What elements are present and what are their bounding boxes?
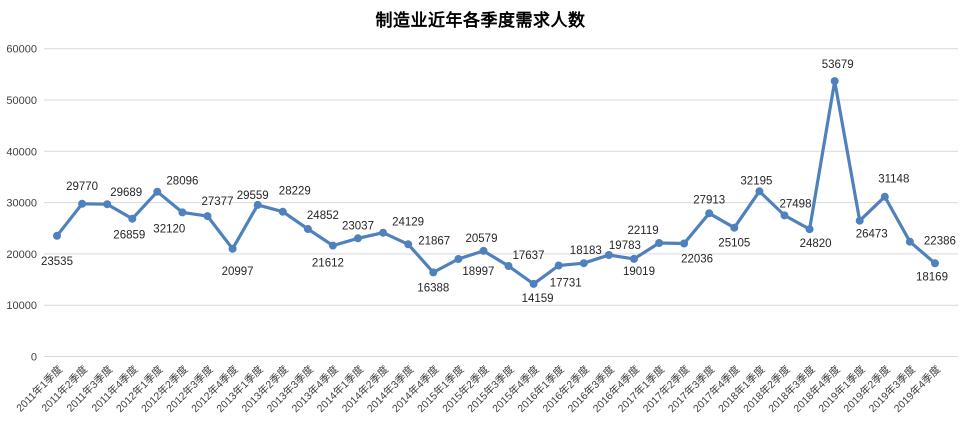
data-label: 20997	[222, 266, 254, 278]
data-point-marker	[554, 261, 563, 270]
data-point-marker	[805, 225, 814, 234]
y-axis-tick-label: 60000	[6, 44, 37, 56]
data-label: 27498	[780, 198, 812, 210]
data-point-marker	[253, 200, 262, 209]
data-point-marker	[128, 214, 137, 223]
data-label: 19783	[609, 240, 641, 252]
data-label: 24129	[392, 217, 424, 229]
data-point-marker	[755, 187, 764, 196]
data-point-marker	[203, 212, 212, 221]
data-label: 26473	[856, 229, 888, 241]
data-label: 25105	[718, 238, 750, 250]
data-label: 23535	[41, 256, 73, 268]
data-point-marker	[730, 223, 739, 232]
data-label: 22386	[924, 236, 956, 248]
data-point-marker	[379, 228, 388, 237]
data-point-marker	[429, 268, 438, 277]
data-point-marker	[178, 208, 187, 217]
y-axis-tick-label: 30000	[6, 198, 37, 210]
data-label: 32120	[153, 224, 185, 236]
data-label: 32195	[740, 175, 772, 187]
data-label: 23037	[342, 220, 374, 232]
data-label: 19019	[623, 266, 655, 278]
data-label: 29689	[110, 187, 142, 199]
data-label: 28229	[279, 186, 311, 198]
data-point-marker	[931, 259, 939, 268]
data-point-marker	[705, 209, 714, 218]
data-point-marker	[454, 255, 463, 263]
data-point-marker	[579, 259, 588, 268]
data-label: 20579	[466, 233, 498, 245]
data-point-marker	[504, 262, 513, 270]
data-label: 22036	[681, 254, 713, 266]
data-label: 24852	[307, 210, 339, 222]
data-point-marker	[830, 77, 839, 86]
data-label: 22119	[628, 225, 659, 237]
data-point-marker	[655, 239, 664, 247]
y-axis-tick-label: 10000	[6, 300, 37, 312]
data-label: 53679	[822, 59, 854, 71]
data-label: 14159	[522, 293, 554, 305]
data-point-marker	[604, 251, 613, 259]
data-point-marker	[880, 192, 889, 201]
data-label: 24820	[800, 238, 832, 250]
data-point-marker	[53, 231, 61, 240]
data-point-marker	[78, 199, 87, 208]
chart-title: 制造业近年各季度需求人数	[375, 11, 586, 30]
y-axis-tick-label: 0	[31, 352, 37, 364]
data-point-marker	[479, 246, 488, 255]
data-point-marker	[529, 279, 538, 288]
data-label: 27913	[693, 194, 725, 206]
data-point-marker	[328, 241, 337, 250]
data-label: 18169	[916, 271, 948, 283]
data-label: 31148	[878, 174, 909, 186]
series-line	[55, 79, 937, 286]
data-label: 18997	[462, 266, 494, 278]
data-point-marker	[228, 244, 237, 253]
data-label: 17637	[513, 250, 545, 262]
data-point-marker	[354, 234, 362, 243]
data-label: 29559	[237, 190, 269, 202]
data-label: 28096	[166, 175, 198, 187]
y-axis-tick-label: 50000	[6, 95, 37, 107]
data-point-marker	[780, 211, 789, 220]
data-point-marker	[905, 237, 914, 246]
data-label: 21612	[312, 258, 344, 270]
data-point-marker	[630, 254, 638, 263]
data-point-marker	[855, 216, 864, 225]
data-label: 26859	[113, 230, 145, 242]
data-label: 29770	[66, 181, 98, 193]
data-label: 16388	[417, 282, 449, 294]
data-point-marker	[103, 200, 112, 209]
data-label: 27377	[202, 196, 234, 208]
y-axis-tick-label: 20000	[6, 249, 37, 261]
data-point-marker	[153, 187, 162, 196]
data-point-marker	[680, 239, 689, 248]
data-point-marker	[278, 207, 287, 216]
y-axis-tick-label: 40000	[6, 146, 37, 158]
data-label: 18183	[570, 245, 602, 257]
data-point-marker	[303, 225, 312, 233]
data-label: 21867	[418, 235, 450, 247]
data-label: 17731	[550, 278, 582, 290]
data-point-marker	[404, 240, 413, 249]
